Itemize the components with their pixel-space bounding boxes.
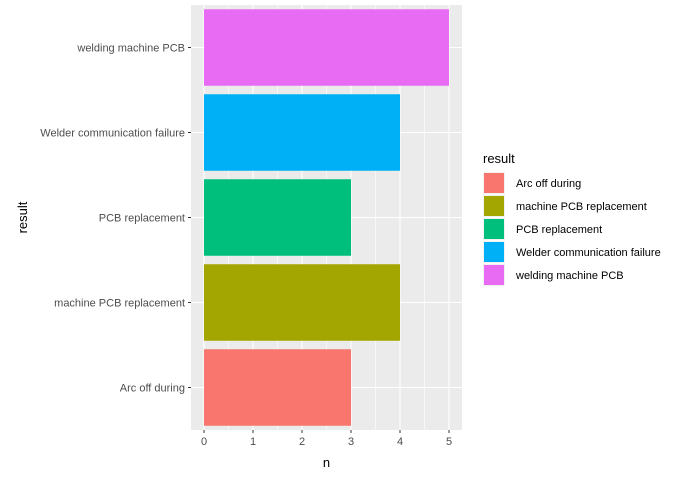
y-tick-label: Arc off during	[120, 383, 185, 395]
legend-key	[484, 196, 504, 216]
x-axis: 0 1 2 3 4 5	[201, 430, 452, 448]
legend-label: Arc off during	[516, 178, 581, 190]
legend-key	[484, 173, 504, 193]
y-tick-label: PCB replacement	[99, 213, 185, 225]
bars	[204, 9, 449, 426]
legend-label: machine PCB replacement	[516, 201, 647, 213]
y-tick-label: Welder communication failure	[40, 128, 185, 140]
bar	[204, 9, 449, 86]
x-tick-label: 4	[397, 436, 403, 448]
legend-label: PCB replacement	[516, 224, 602, 236]
x-tick-label: 5	[446, 436, 452, 448]
bar	[204, 264, 400, 341]
x-axis-title: n	[323, 455, 330, 470]
y-axis-title: result	[15, 201, 30, 233]
bar	[204, 94, 400, 171]
legend-title: result	[483, 151, 515, 166]
y-tick-label: welding machine PCB	[76, 43, 185, 55]
legend-label: Welder communication failure	[516, 247, 661, 259]
legend-key	[484, 242, 504, 262]
legend-key	[484, 265, 504, 285]
x-tick-label: 2	[299, 436, 305, 448]
x-tick-label: 1	[250, 436, 256, 448]
legend-key	[484, 219, 504, 239]
y-tick-label: machine PCB replacement	[54, 298, 185, 310]
y-axis: Arc off during machine PCB replacement PCB…	[40, 43, 191, 395]
legend-label: welding machine PCB	[515, 270, 624, 282]
bar	[204, 349, 351, 426]
legend: result Arc off during machine PCB replace…	[483, 151, 661, 286]
x-tick-label: 3	[348, 436, 354, 448]
x-tick-label: 0	[201, 436, 207, 448]
bar	[204, 179, 351, 256]
